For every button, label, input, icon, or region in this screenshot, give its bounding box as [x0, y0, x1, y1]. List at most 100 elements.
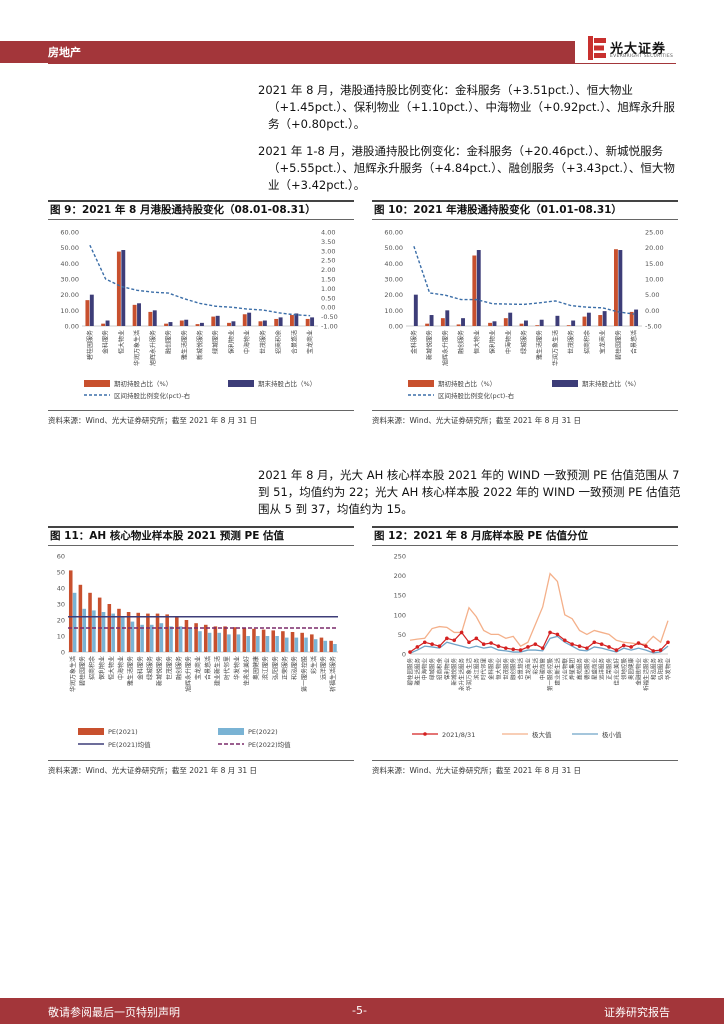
- bar: [89, 294, 94, 326]
- data-point: [467, 640, 471, 645]
- bar: [107, 604, 112, 652]
- data-point: [614, 648, 619, 652]
- bar: [476, 250, 481, 326]
- bar: [290, 632, 295, 652]
- x-tick-label: 合景悠活: [290, 330, 298, 354]
- y-tick-label: 0: [402, 651, 406, 659]
- x-tick-label: 合景悠活: [517, 658, 525, 681]
- y-tick-label-right: 1.00: [321, 285, 335, 293]
- bar: [200, 322, 204, 326]
- logo-text-en: EVERBRIGHT SECURITIES: [610, 54, 674, 59]
- bar: [137, 303, 141, 326]
- x-tick-label: 世茂服务: [165, 656, 173, 680]
- bar: [262, 320, 267, 326]
- legend-label: PE(2022)均值: [248, 740, 291, 749]
- bar: [207, 632, 212, 652]
- bar: [461, 318, 465, 326]
- figure-11-source: 资料来源：Wind、光大证券研究所；截至 2021 年 8 月 31 日: [48, 766, 258, 775]
- bar: [300, 632, 304, 652]
- x-tick-label: 正荣服务: [281, 656, 289, 680]
- x-tick-label: 华润万象生活: [133, 330, 141, 366]
- legend-label: 期初持股占比（%）: [114, 379, 172, 388]
- bar: [227, 634, 231, 652]
- x-tick-label: 兴业物联: [561, 658, 569, 681]
- bar: [152, 310, 157, 326]
- x-tick-label: 碧桂园服务: [86, 330, 94, 360]
- bar: [188, 628, 193, 652]
- bar: [256, 636, 260, 652]
- y-tick-label: 100: [394, 611, 406, 619]
- bar: [305, 318, 310, 326]
- x-tick-label: 祈福生活服务: [642, 658, 650, 692]
- x-tick-label: 宝龙商业: [524, 658, 532, 681]
- logo-mark-icon: [588, 36, 606, 60]
- bar: [323, 640, 328, 652]
- legend-swatch: [423, 732, 427, 736]
- bar: [116, 251, 121, 326]
- y-tick-label-left: 10.00: [384, 307, 403, 315]
- bar: [278, 317, 283, 326]
- x-tick-label: 金科服务: [102, 330, 110, 354]
- x-tick-label: 保利物业: [98, 656, 106, 680]
- x-tick-label: 保利物业: [443, 658, 451, 681]
- x-tick-label: 招商积余: [435, 658, 443, 681]
- series-line: [413, 246, 635, 315]
- bar: [126, 612, 131, 652]
- figure-11-chart: 60 50 40 30 20 10 0 华润万象生活 碧桂园服务 招商积余 保利物业 恒大物业 中海物业…: [57, 553, 338, 749]
- figure-9-chart: 60.0050.0040.0030.0020.0010.000.004.003.…: [60, 229, 337, 401]
- figure-12-source: 资料来源：Wind、光大证券研究所；截至 2021 年 8 月 31 日: [372, 766, 582, 775]
- bar: [503, 318, 508, 326]
- y-tick-label-left: 30.00: [60, 276, 79, 284]
- paragraph-3: 2021 年 8 月，光大 AH 核心样本股 2021 年的 WIND 一致预测…: [258, 467, 682, 518]
- bar: [184, 620, 189, 652]
- bar: [634, 309, 639, 326]
- data-point: [644, 644, 648, 648]
- bar: [178, 626, 183, 652]
- x-tick-label: 奥园健康: [627, 658, 635, 681]
- x-tick-label: 彩生活: [531, 658, 539, 675]
- section-title: 房地产: [48, 46, 81, 59]
- x-tick-label: 碧桂园服务: [78, 656, 86, 686]
- bar: [159, 623, 164, 652]
- legend-swatch: [84, 380, 110, 387]
- y-tick-label: 50: [57, 569, 65, 577]
- legend-label: 区间持股比例变化(pct)-右: [438, 391, 515, 400]
- bar: [539, 319, 544, 326]
- bar: [203, 624, 208, 652]
- bar: [492, 321, 497, 326]
- bar: [582, 316, 587, 326]
- bar: [215, 315, 220, 326]
- company-logo: 光大证券 EVERBRIGHT SECURITIES: [588, 36, 688, 62]
- data-point: [570, 642, 574, 646]
- x-tick-label: 雅生活服务: [413, 658, 421, 686]
- legend-label: 极大值: [532, 730, 552, 739]
- legend-label: 期初持股占比（%）: [438, 379, 496, 388]
- bar: [555, 315, 560, 326]
- bar: [164, 323, 169, 326]
- bar: [68, 570, 73, 652]
- bar: [310, 634, 314, 652]
- figure-10-bottom-rule: [372, 410, 678, 411]
- bar: [211, 316, 216, 326]
- y-tick-label-left: 40.00: [384, 260, 403, 268]
- x-tick-label: 华发物业: [233, 656, 241, 680]
- bar: [313, 639, 318, 652]
- x-tick-label: 世茂服务: [259, 330, 267, 354]
- x-tick-label: 雅生活服务: [127, 656, 135, 686]
- bar: [274, 318, 279, 326]
- legend-swatch: [552, 380, 578, 387]
- data-point: [592, 640, 597, 645]
- x-tick-label: 新城悦服务: [196, 330, 204, 360]
- data-point: [511, 647, 515, 652]
- legend-swatch: [228, 380, 254, 387]
- x-tick-label: 新城悦服务: [426, 330, 434, 360]
- para3-line3: 围从 5 到 37，均值约为 15。: [258, 502, 413, 516]
- y-tick-label-left: 50.00: [384, 244, 403, 252]
- x-tick-label: 恒大物业: [107, 656, 115, 680]
- bar: [304, 637, 308, 652]
- data-point: [666, 640, 670, 645]
- bar: [535, 325, 540, 326]
- data-point: [422, 640, 427, 645]
- bar: [227, 322, 231, 326]
- x-tick-label: 融创服务: [165, 330, 173, 354]
